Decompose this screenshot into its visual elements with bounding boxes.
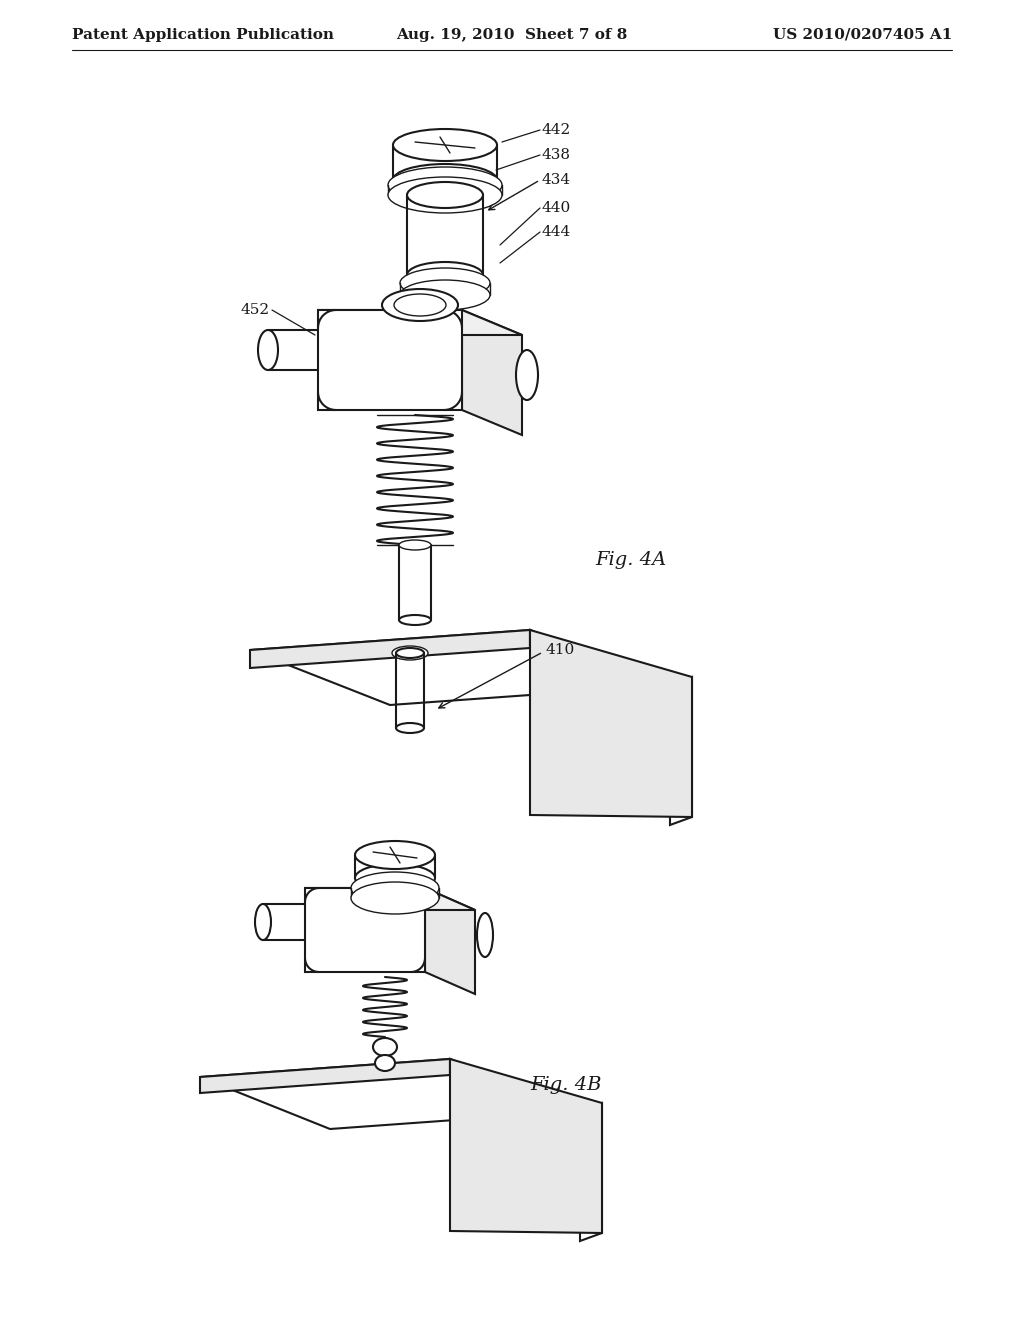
Ellipse shape [407, 182, 483, 209]
Polygon shape [530, 630, 692, 817]
Ellipse shape [477, 913, 493, 957]
Polygon shape [250, 630, 670, 705]
Ellipse shape [375, 1055, 395, 1071]
Text: US 2010/0207405 A1: US 2010/0207405 A1 [773, 28, 952, 42]
Text: 440: 440 [542, 201, 571, 215]
Polygon shape [318, 310, 462, 411]
Ellipse shape [400, 280, 490, 310]
Text: 452: 452 [241, 304, 270, 317]
Text: Fig. 4A: Fig. 4A [595, 550, 667, 569]
Ellipse shape [367, 874, 423, 898]
Ellipse shape [382, 289, 458, 321]
Text: Fig. 4B: Fig. 4B [530, 1076, 601, 1094]
Polygon shape [200, 1059, 450, 1093]
Text: 438: 438 [542, 148, 571, 162]
Ellipse shape [377, 878, 413, 894]
Ellipse shape [516, 350, 538, 400]
Polygon shape [580, 1104, 602, 1241]
Polygon shape [462, 310, 522, 436]
Text: Aug. 19, 2010  Sheet 7 of 8: Aug. 19, 2010 Sheet 7 of 8 [396, 28, 628, 42]
Polygon shape [305, 888, 475, 909]
Polygon shape [450, 1059, 602, 1233]
Ellipse shape [393, 129, 497, 161]
Polygon shape [200, 1059, 580, 1129]
Polygon shape [318, 310, 522, 335]
Ellipse shape [396, 648, 424, 657]
Polygon shape [425, 888, 475, 994]
Ellipse shape [393, 164, 497, 195]
Ellipse shape [255, 904, 271, 940]
Ellipse shape [388, 168, 502, 203]
Ellipse shape [355, 841, 435, 869]
Text: 444: 444 [542, 224, 571, 239]
Polygon shape [250, 630, 530, 668]
Polygon shape [450, 1059, 580, 1127]
Ellipse shape [388, 177, 502, 213]
Ellipse shape [400, 268, 490, 298]
Ellipse shape [399, 540, 431, 550]
Ellipse shape [373, 1038, 397, 1056]
Ellipse shape [396, 723, 424, 733]
Polygon shape [670, 677, 692, 825]
Ellipse shape [399, 615, 431, 624]
Ellipse shape [351, 882, 439, 913]
Text: 410: 410 [545, 643, 574, 657]
Ellipse shape [258, 330, 278, 370]
Ellipse shape [394, 294, 446, 315]
Ellipse shape [392, 645, 428, 660]
Polygon shape [530, 630, 670, 704]
Text: Patent Application Publication: Patent Application Publication [72, 28, 334, 42]
Ellipse shape [407, 261, 483, 288]
Polygon shape [305, 888, 425, 972]
Ellipse shape [355, 865, 435, 892]
Text: 442: 442 [542, 123, 571, 137]
Text: 434: 434 [542, 173, 571, 187]
Ellipse shape [351, 873, 439, 904]
